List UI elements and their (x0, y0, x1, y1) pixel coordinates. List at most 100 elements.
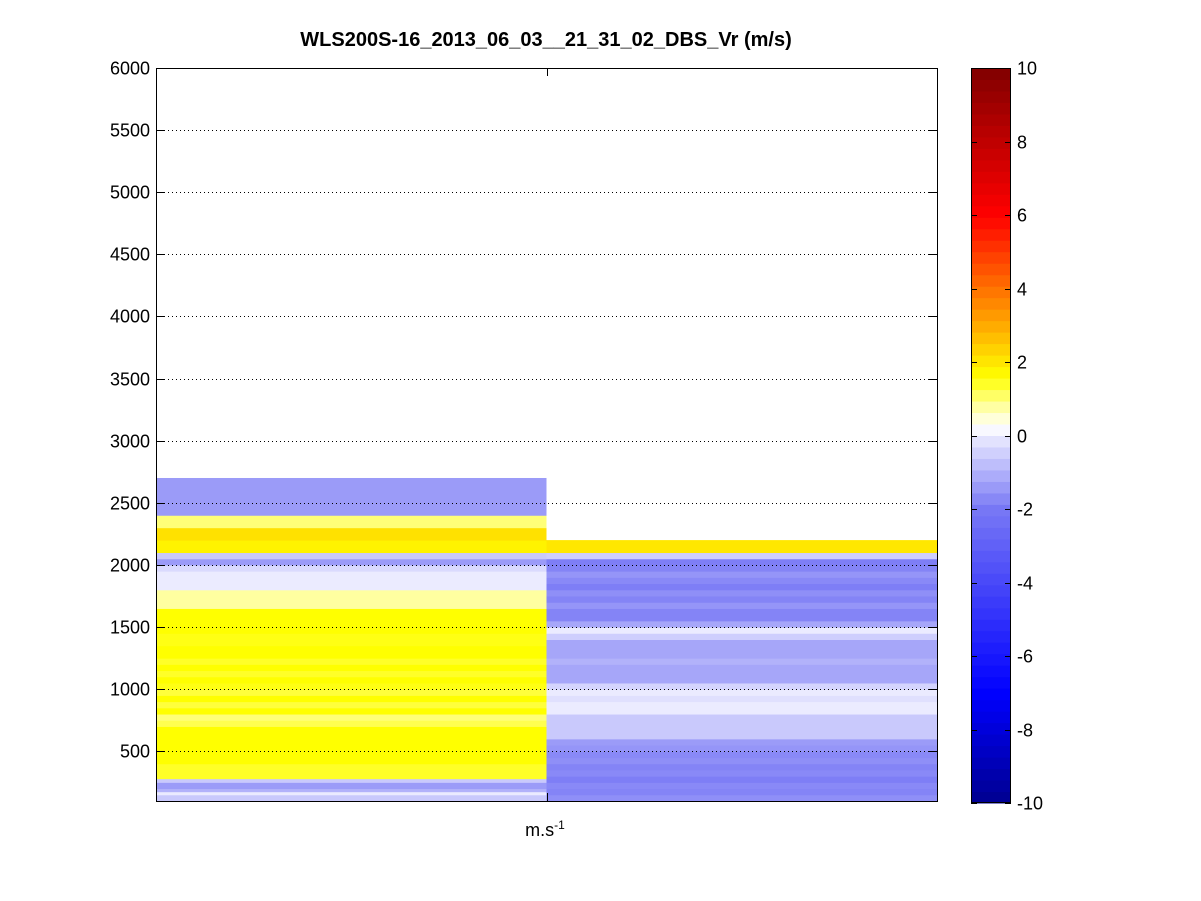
heatmap-cell-col1 (156, 664, 547, 672)
colorbar-segment (971, 355, 1011, 368)
heatmap-cell-col2 (546, 788, 937, 796)
colorbar-segment (971, 481, 1011, 494)
heatmap-cell-col2 (546, 564, 937, 572)
y-tick-label: 5500 (110, 121, 150, 141)
colorbar-segment (971, 653, 1011, 666)
heatmap-cell-col2 (546, 763, 937, 771)
heatmap-cell-col1 (156, 707, 547, 715)
colorbar-tick-label: -4 (1017, 574, 1033, 594)
heatmap-cell-col1 (156, 589, 547, 609)
heatmap-cell-col1 (156, 477, 547, 516)
heatmap-cell-col2 (546, 757, 937, 765)
heatmap-cell-col1 (156, 782, 547, 790)
heatmap-cell-col2 (546, 540, 937, 554)
y-tick-label: 4500 (110, 245, 150, 265)
colorbar-segment (971, 469, 1011, 482)
colorbar-segment (971, 527, 1011, 540)
heatmap-cell-col2 (546, 776, 937, 783)
heatmap-cells (156, 477, 937, 802)
colorbar-segment (971, 745, 1011, 758)
colorbar-segment (971, 538, 1011, 551)
heatmap-cell-col2 (546, 589, 937, 597)
colorbar-segment (971, 90, 1011, 103)
x-axis-label-base: m.s (525, 820, 555, 840)
colorbar-segment (971, 780, 1011, 793)
colorbar-tick-label: 2 (1017, 353, 1027, 373)
heatmap-cell-col2 (546, 571, 937, 578)
y-tick-label: 2500 (110, 494, 150, 514)
x-axis-label-exponent: -1 (554, 818, 565, 832)
colorbar-segment (971, 332, 1011, 345)
heatmap-cell-col1 (156, 515, 547, 529)
colorbar-segment (971, 676, 1011, 689)
heatmap-cell-col2 (546, 745, 937, 752)
colorbar-tick-label: 8 (1017, 133, 1027, 153)
colorbar-tick-label: -8 (1017, 721, 1033, 741)
y-tick-label: 4000 (110, 307, 150, 327)
heatmap-cell-col2 (546, 620, 937, 628)
colorbar: -10 -8 -6 -4 -2 0 2 4 6 8 10 (971, 59, 1043, 814)
heatmap-cell-col1 (156, 564, 547, 572)
colorbar-tick-label: -6 (1017, 647, 1033, 667)
heatmap-cell-col2 (546, 658, 937, 665)
colorbar-segment (971, 642, 1011, 655)
colorbar-segment (971, 217, 1011, 230)
heatmap-cell-col1 (156, 791, 547, 796)
heatmap-cell-col2 (546, 714, 937, 740)
heatmap-cell-col2 (546, 664, 937, 684)
colorbar-segment (971, 757, 1011, 770)
colorbar-segment (971, 309, 1011, 322)
y-tick-label: 6000 (110, 59, 150, 79)
colorbar-segment (971, 446, 1011, 459)
heatmap-cell-col2 (546, 689, 937, 696)
heatmap-cell-col1 (156, 558, 547, 566)
heatmap-cell-col1 (156, 658, 547, 665)
y-tick-label: 3500 (110, 370, 150, 390)
y-tick-label: 3000 (110, 432, 150, 452)
colorbar-segment (971, 412, 1011, 425)
heatmap-cell-col1 (156, 540, 547, 554)
colorbar-segment (971, 791, 1011, 804)
colorbar-segment (971, 148, 1011, 161)
colorbar-segment (971, 435, 1011, 448)
colorbar-segment (971, 136, 1011, 149)
heatmap-cell-col1 (156, 720, 547, 727)
colorbar-segment (971, 607, 1011, 620)
heatmap-cell-col2 (546, 794, 937, 802)
colorbar-segment (971, 424, 1011, 436)
colorbar-segment (971, 159, 1011, 172)
colorbar-segment (971, 194, 1011, 207)
colorbar-segment (971, 768, 1011, 781)
heatmap-cell-col1 (156, 633, 547, 647)
heatmap-cell-col2 (546, 602, 937, 609)
heatmap-cell-col1 (156, 701, 547, 709)
heatmap-cell-col1 (156, 676, 547, 684)
colorbar-segment (971, 182, 1011, 195)
y-tick-label: 1500 (110, 618, 150, 638)
y-tick-label: 5000 (110, 183, 150, 203)
colorbar-frame (971, 68, 1011, 803)
colorbar-tick-label: 10 (1017, 59, 1037, 79)
heatmap-cell-col2 (546, 782, 937, 790)
colorbar-segment (971, 171, 1011, 184)
colorbar-segment (971, 573, 1011, 586)
heatmap-cell-col1 (156, 682, 547, 690)
colorbar-segment (971, 297, 1011, 310)
heatmap-cell-col1 (156, 571, 547, 591)
colorbar-tick-label: 6 (1017, 206, 1027, 226)
colorbar-segment (971, 366, 1011, 379)
heatmap-cell-col1 (156, 608, 547, 634)
heatmap-cell-col1 (156, 788, 547, 793)
colorbar-segment (971, 401, 1011, 414)
heatmap-cell-col2 (546, 738, 937, 746)
colorbar-segment (971, 584, 1011, 597)
heatmap-cell-col1 (156, 552, 547, 560)
heatmap-cell-col1 (156, 763, 547, 780)
colorbar-segment (971, 630, 1011, 643)
x-axis-label: m.s-1 (400, 818, 690, 841)
colorbar-segment (971, 240, 1011, 253)
colorbar-segment (971, 699, 1011, 712)
y-tick-label: 1000 (110, 680, 150, 700)
heatmap-cell-col2 (546, 695, 937, 703)
